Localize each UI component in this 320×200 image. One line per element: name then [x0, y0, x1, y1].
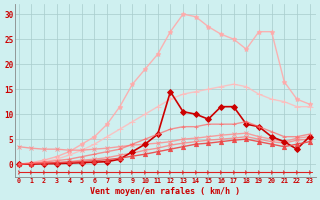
X-axis label: Vent moyen/en rafales ( km/h ): Vent moyen/en rafales ( km/h ) — [90, 187, 240, 196]
